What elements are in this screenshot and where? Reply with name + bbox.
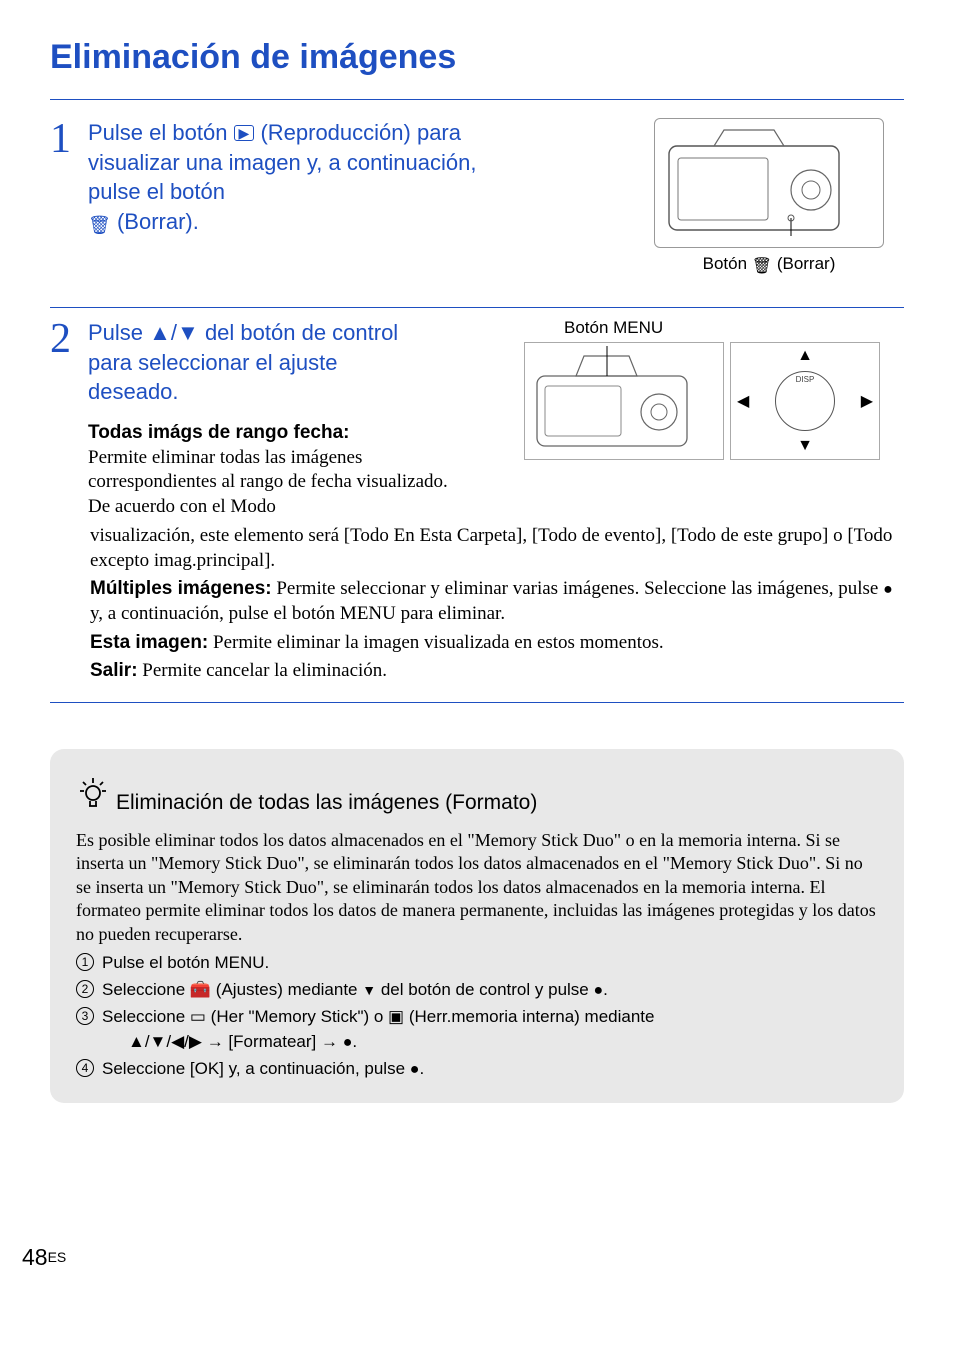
camera-top-illustration	[524, 342, 724, 460]
fig1-cap-b: (Borrar)	[772, 254, 835, 273]
opt1-cont: visualización, este elemento será [Todo …	[90, 524, 904, 573]
control-dial-icon: DISP	[775, 371, 835, 431]
step-1-number: 1	[50, 118, 80, 160]
trash-icon: 🗑	[88, 213, 111, 237]
arrows-icon: ▲/▼/◀/▶	[128, 1032, 202, 1051]
tip-s4-b: .	[419, 1059, 424, 1078]
circled-2-icon: 2	[76, 980, 94, 998]
tip-s4-a: Seleccione [OK] y, a continuación, pulse	[102, 1059, 410, 1078]
internal-memory-icon: ▣	[388, 1007, 404, 1026]
step-2: 2 Pulse ▲/▼ del botón de control para se…	[50, 318, 904, 703]
tip-s2-c: del botón de control y pulse	[376, 980, 593, 999]
control-button-illustration: ▲ ▼ ◀ ▶ DISP	[730, 342, 880, 460]
step-1-figure: Botón 🗑 (Borrar)	[634, 118, 904, 276]
step-2-number: 2	[50, 318, 80, 360]
arrow-down-icon: ▼	[797, 437, 813, 455]
tip-step-2: 2 Seleccione 🧰 (Ajustes) mediante ▼ del …	[76, 979, 878, 1002]
tip-s3-l2-c: .	[352, 1032, 357, 1051]
tip-step-3: 3 Seleccione ▭ (Her "Memory Stick") o ▣ …	[76, 1006, 878, 1054]
opt3-label: Esta imagen:	[90, 632, 208, 653]
down-triangle-icon: ▼	[362, 982, 376, 998]
tip-s2-d: .	[603, 980, 608, 999]
circled-3-icon: 3	[76, 1007, 94, 1025]
camera-svg-icon	[664, 128, 874, 238]
tip-s3-c: (Herr.memoria interna) mediante	[404, 1007, 654, 1026]
tip-body-text: Es posible eliminar todos los datos alma…	[76, 829, 878, 946]
step1-text-c: (Borrar).	[111, 209, 199, 234]
tip-s1-text: Pulse el botón MENU.	[102, 952, 878, 975]
step-2-heading: Pulse ▲/▼ del botón de control para sele…	[88, 318, 418, 407]
opt3-text: Permite eliminar la imagen visualizada e…	[208, 632, 663, 653]
step-1-heading: Pulse el botón ▶ (Reproducción) para vis…	[88, 118, 518, 237]
play-icon: ▶	[234, 125, 255, 141]
opt4-label: Salir:	[90, 660, 138, 681]
tip-steps: 1 Pulse el botón MENU. 2 Seleccione 🧰 (A…	[76, 952, 878, 1081]
memory-stick-icon: ▭	[190, 1007, 206, 1026]
opt4-text: Permite cancelar la eliminación.	[138, 660, 388, 681]
toolbox-icon: 🧰	[190, 980, 211, 999]
camera-top-svg-icon	[529, 346, 719, 456]
tip-s3-line2: ▲/▼/◀/▶ → [Formatear] → ●.	[128, 1031, 878, 1054]
opt2-text-a: Permite seleccionar y eliminar varias im…	[272, 578, 883, 599]
step-1-figure-caption: Botón 🗑 (Borrar)	[634, 254, 904, 276]
tip-step-1: 1 Pulse el botón MENU.	[76, 952, 878, 975]
camera-back-illustration	[654, 118, 884, 248]
tip-heading: Eliminación de todas las imágenes (Forma…	[76, 775, 878, 815]
dot-icon: ●	[593, 982, 603, 999]
tip-box: Eliminación de todas las imágenes (Forma…	[50, 749, 904, 1103]
step-2-continuation: visualización, este elemento será [Todo …	[50, 524, 904, 684]
tip-s3-a: Seleccione	[102, 1007, 190, 1026]
page-number-main: 48	[22, 1244, 48, 1270]
page-number: 48ES	[22, 1244, 66, 1271]
opt2-text-b: y, a continuación, pulse el botón MENU p…	[90, 603, 505, 624]
lightbulb-icon	[76, 775, 110, 815]
opt1-text: Permite eliminar todas las imágenes corr…	[88, 447, 448, 517]
arrow-up-icon: ▲	[797, 347, 813, 365]
option-3: Esta imagen: Permite eliminar la imagen …	[90, 631, 904, 656]
step1-text-a: Pulse el botón	[88, 120, 234, 145]
tip-s3-l2-b: → [Formatear] →	[202, 1032, 343, 1051]
page-title: Eliminación de imágenes	[50, 38, 904, 77]
circled-1-icon: 1	[76, 953, 94, 971]
opt2-label: Múltiples imágenes:	[90, 578, 272, 599]
tip-heading-text: Eliminación de todas las imágenes (Forma…	[116, 791, 537, 815]
tip-s2-b: (Ajustes) mediante	[211, 980, 362, 999]
tip-s3-b: (Her "Memory Stick") o	[206, 1007, 388, 1026]
s2-head-a: Pulse	[88, 320, 149, 345]
tip-s2-a: Seleccione	[102, 980, 190, 999]
fig1-cap-a: Botón	[703, 254, 752, 273]
updown-icon: ▲/▼	[149, 320, 199, 345]
step-2-figure: Botón MENU ▲ ▼ ◀ ▶	[524, 318, 904, 460]
step-1: 1 Pulse el botón ▶ (Reproducción) para v…	[50, 118, 904, 308]
dot-icon: ●	[883, 581, 893, 598]
title-divider	[50, 99, 904, 100]
circled-4-icon: 4	[76, 1059, 94, 1077]
opt1-label: Todas imágs de rango fecha:	[88, 422, 349, 443]
menu-button-label: Botón MENU	[564, 318, 904, 338]
arrow-left-icon: ◀	[737, 391, 749, 411]
option-1: Todas imágs de rango fecha: Permite elim…	[88, 421, 458, 520]
dot-icon: ●	[343, 1034, 353, 1051]
trash-icon: 🗑	[752, 256, 772, 276]
arrow-right-icon: ▶	[861, 391, 873, 411]
option-4: Salir: Permite cancelar la eliminación.	[90, 659, 904, 684]
option-2: Múltiples imágenes: Permite seleccionar …	[90, 577, 904, 626]
tip-step-4: 4 Seleccione [OK] y, a continuación, pul…	[76, 1058, 878, 1081]
dot-icon: ●	[410, 1061, 420, 1078]
page-number-suffix: ES	[48, 1249, 67, 1265]
